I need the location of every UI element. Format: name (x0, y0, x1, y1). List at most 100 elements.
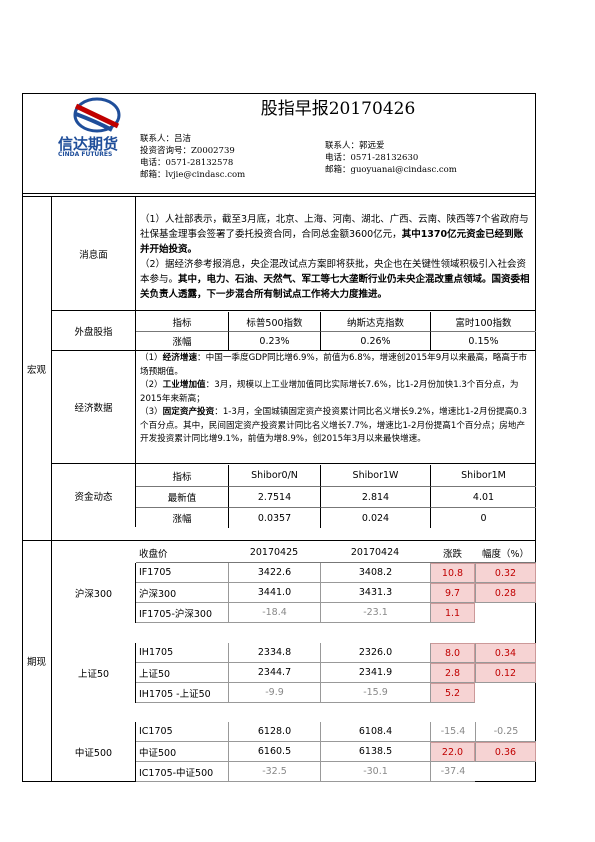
contact-line: 联系人：郭远爱 (325, 141, 385, 151)
row-label: 消息面 (52, 197, 136, 310)
table-cell: 涨幅 (136, 331, 228, 350)
table-cell: 0.0357 (228, 507, 320, 528)
table-cell: 富时100指数 (430, 312, 536, 331)
table-cell: 6108.4 (320, 722, 430, 742)
table-cell: 上证50 (136, 663, 228, 683)
table-cell: 沪深300 (136, 583, 228, 603)
text-run: （3） (140, 407, 163, 417)
table-cell: 纳斯达克指数 (320, 312, 430, 331)
text-run: 其中1370亿元资金已经到账并开始投资。 (140, 229, 524, 255)
text-run: ：3月，规模以上工业增加值同比实际增长7.6%，比1-2月份加快1.3个百分点，… (140, 380, 519, 404)
table-cell: 0.26% (320, 331, 430, 350)
row-divider (136, 310, 536, 311)
text-run: 其中，电力、石油、天然气、军工等七大垄断行业仍未央企混改重点领域。国资委相关负责… (140, 274, 530, 300)
section-label: 期现 (22, 540, 52, 782)
table-cell: 3431.3 (320, 583, 430, 603)
row-label: 外盘股指 (52, 310, 136, 350)
text-run: ：中国一季度GDP同比增6.9%，前值为6.8%，增速创2015年9月以来最高，… (140, 353, 528, 377)
text-run: （1）人社部表示，截至3月底，北京、上海、河南、湖北、广西、云南、陕西等7个省政… (140, 214, 529, 240)
table-cell: 2.8 (430, 663, 475, 683)
table-head: 幅度（%） (481, 548, 530, 560)
table-cell: 0.34 (475, 643, 536, 663)
group-label: 上证50 (52, 643, 136, 703)
table-cell: 指标 (172, 317, 192, 329)
table-cell: 2.7514 (228, 486, 320, 507)
table-cell: 6138.5 (320, 742, 430, 762)
table-head: 涨跌 (442, 548, 462, 560)
table-cell: -9.9 (228, 683, 320, 703)
table-cell: -15.9 (320, 683, 430, 703)
table-cell: 5.2 (430, 683, 475, 703)
table-cell: -0.25 (475, 722, 536, 742)
table-cell: -23.1 (320, 603, 430, 623)
table-cell: IH1705 -上证50 (136, 683, 228, 703)
table-cell: 0.12 (475, 663, 536, 683)
table-cell: 9.7 (430, 583, 475, 603)
text-run: （2）据经济参考报消息，央企混改试点方案即将获批，央企也在关键性领域积极引入社会… (140, 259, 527, 285)
table-cell: 0 (430, 507, 536, 528)
paragraph: （2）工业增加值：3月，规模以上工业增加值同比实际增长7.6%，比1-2月份加快… (140, 379, 532, 406)
section-divider (22, 540, 536, 541)
title: 股指早报20170426 (260, 99, 416, 119)
table-cell: 中证500 (136, 742, 228, 762)
table-cell: 标普500指数 (228, 312, 320, 331)
section-label: 宏观 (22, 197, 52, 540)
table-cell: 0.32 (475, 563, 536, 583)
table-cell: IC1705-中证500 (136, 762, 228, 782)
logo-name: 信达期货 (58, 135, 119, 153)
table-cell: 2344.7 (228, 663, 320, 683)
table-cell: 指标 (172, 471, 192, 483)
paragraph: （1）人社部表示，截至3月底，北京、上海、河南、湖北、广西、云南、陕西等7个省政… (140, 212, 532, 257)
text-run: （2） (140, 380, 163, 390)
table-cell: IH1705 (136, 643, 228, 663)
table-cell: 3441.0 (228, 583, 320, 603)
table-cell: -32.5 (228, 762, 320, 782)
logo-swoosh (75, 112, 113, 132)
table-head: 20170424 (350, 547, 400, 558)
text-run: 工业增加值 (162, 380, 206, 390)
table-cell: 22.0 (430, 742, 475, 762)
contact-block: 联系人：郭远爱电话：0571-28132630 邮箱：guoyuanai@cind… (325, 140, 515, 176)
table-cell: 8.0 (430, 643, 475, 663)
table-cell: -18.4 (228, 603, 320, 623)
contact-line: 邮箱：lvjie@cindasc.com (140, 170, 246, 180)
paragraphs: （1）经济增速：中国一季度GDP同比增6.9%，前值为6.8%，增速创2015年… (140, 352, 532, 462)
contact-line: 邮箱：guoyuanai@cindasc.com (325, 165, 457, 175)
table-cell: IF1705 (136, 563, 228, 583)
contact-line: 电话：0571-28132578 (140, 158, 234, 168)
paragraph: （3）固定资产投资：1-3月，全国城镇固定资产投资累计同比名义增长9.2%，增速… (140, 406, 532, 447)
text-run: 固定资产投资 (162, 407, 215, 417)
table-cell: 2334.8 (228, 643, 320, 663)
contact-line: 电话：0571-28132630 (325, 153, 419, 163)
table-cell: 1.1 (430, 603, 475, 623)
table-cell: 最新值 (136, 486, 228, 507)
header-divider (22, 193, 536, 197)
row-label: 资金动态 (52, 463, 136, 527)
table-cell: 0.024 (320, 507, 430, 528)
row-label: 经济数据 (52, 350, 136, 463)
paragraph: （1）经济增速：中国一季度GDP同比增6.9%，前值为6.8%，增速创2015年… (140, 352, 532, 379)
table-cell: 2341.9 (320, 663, 430, 683)
table-cell: 0.36 (475, 742, 536, 762)
contact-line: 联系人：吕洁 (140, 134, 192, 144)
table-cell: 4.01 (430, 486, 536, 507)
table-cell: 3408.2 (320, 563, 430, 583)
table-cell: 6160.5 (228, 742, 320, 762)
table-head: 收盘价 (139, 548, 168, 560)
table-cell: 6128.0 (228, 722, 320, 742)
table-cell: 涨幅 (136, 507, 228, 528)
text-run: （1） (140, 353, 163, 363)
table-cell: IF1705-沪深300 (136, 603, 228, 623)
logo-sub: CINDA FUTURES (58, 151, 113, 158)
table-cell: 2.814 (320, 486, 430, 507)
text-run: 经济增速 (162, 353, 198, 363)
contact-block: 联系人：吕洁 投资咨询号：Z0002739 电话：0571-28132578 邮箱：l… (140, 133, 330, 181)
table-head: 20170425 (249, 547, 299, 558)
row-divider (136, 350, 536, 351)
row-divider (136, 463, 536, 464)
row-divider (136, 562, 536, 563)
table-cell: Shibor1W (320, 465, 430, 486)
table-cell: Shibor1M (430, 465, 536, 486)
